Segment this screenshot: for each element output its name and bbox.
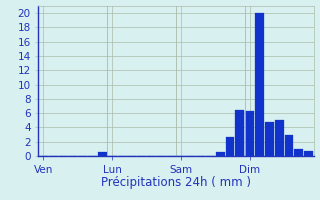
X-axis label: Précipitations 24h ( mm ): Précipitations 24h ( mm ) — [101, 176, 251, 189]
Bar — [255, 13, 264, 156]
Bar — [284, 135, 293, 156]
Bar — [245, 111, 254, 156]
Bar — [216, 152, 225, 156]
Bar — [275, 120, 284, 156]
Bar — [236, 110, 244, 156]
Bar — [98, 152, 107, 156]
Bar — [294, 149, 303, 156]
Bar — [265, 122, 274, 156]
Bar — [226, 137, 235, 156]
Bar — [304, 151, 313, 156]
